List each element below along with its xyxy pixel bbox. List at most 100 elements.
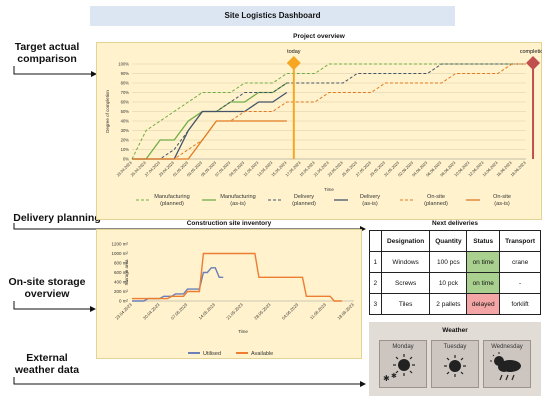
project-overview-chart: 0%10%20%30%40%50%60%70%80%90%100%23.04.2… <box>105 49 542 207</box>
side-label-weather: External weather data <box>4 352 90 376</box>
side-label-storage: On-site storage overview <box>4 276 90 300</box>
project-overview-panel <box>96 42 542 220</box>
legend-label-available: Available <box>251 351 273 357</box>
y-tick-label: 0% <box>123 157 129 162</box>
x-tick-label: 18.06.2023 <box>509 160 526 177</box>
y-tick-label: 1200 m² <box>111 242 128 247</box>
weather-day-wednesday[interactable]: Wednesday <box>483 340 531 388</box>
col-header-no <box>369 230 382 252</box>
svg-text:✱: ✱ <box>391 372 397 380</box>
y-tick-label: 20% <box>121 138 130 143</box>
row-designation: Tiles <box>380 293 431 315</box>
row-designation: Windows <box>380 251 431 273</box>
legend-label-del_planned: (planned) <box>292 201 316 207</box>
series-line-ons_planned <box>132 63 526 160</box>
row-number: 2 <box>369 272 382 294</box>
sun-icon <box>444 355 466 377</box>
arrow-target <box>13 66 97 77</box>
side-label-weather-line1: External <box>26 352 68 364</box>
weather-panel: Weather Monday ✱ ✱ Tuesday <box>369 322 541 396</box>
x-tick-label: 21.05.2023 <box>225 302 244 321</box>
weather-title: Weather <box>442 327 468 334</box>
dashboard-title: Site Logistics Dashboard <box>90 6 455 26</box>
legend-label-mfg_asis: (as-is) <box>230 201 246 207</box>
series-line-del_planned <box>132 63 526 160</box>
inventory-title: Construction site inventory <box>186 220 272 227</box>
side-label-delivery: Delivery planning <box>13 212 101 224</box>
legend-label-mfg_planned: Manufacturing <box>154 194 189 200</box>
x-tick-label: 04.06.2023 <box>281 302 300 321</box>
side-label-storage-line1: On-site storage <box>8 276 86 288</box>
arrow-storage <box>13 301 96 312</box>
weather-day-tuesday[interactable]: Tuesday <box>431 340 479 388</box>
x-tick-label: 14.05.2023 <box>198 302 217 321</box>
legend-label-ons_planned: (planned) <box>424 201 448 207</box>
weather-day-name: Tuesday <box>443 344 467 350</box>
y-tick-label: 10% <box>121 147 130 152</box>
deliveries-title: Next deliveries <box>432 220 478 227</box>
inventory-chart: 0 m² 200 m² 400 m² 600 m² 800 m² 1000 m² 1200 … <box>111 242 355 358</box>
x-tick-label: 30.04.2023 <box>142 302 161 321</box>
y-tick-label: 0 m² <box>119 299 129 304</box>
table-row[interactable]: 1 Windows 100 pcs on time crane <box>369 251 541 273</box>
legend-label-ons_planned: On-site <box>427 194 445 200</box>
legend-label-del_planned: Delivery <box>294 194 314 200</box>
series-line-mfg_planned <box>131 63 526 160</box>
row-number: 1 <box>369 251 382 273</box>
side-label-target: Target actual comparison <box>4 41 90 65</box>
sun-snow-icon: ✱ ✱ <box>383 354 415 383</box>
y-tick-label: 1000 m² <box>111 251 128 256</box>
today-marker-diamond <box>286 56 301 70</box>
y-tick-label: 40% <box>121 119 130 124</box>
legend-label-ons_asis: On-site <box>493 194 511 200</box>
y-axis-label: Degree of completion <box>105 90 110 133</box>
row-status: on time <box>466 272 501 294</box>
row-status: delayed <box>466 293 501 315</box>
weather-day-monday[interactable]: Monday ✱ ✱ <box>379 340 427 388</box>
series-line-ons_asis <box>132 120 287 160</box>
y-tick-label: 50% <box>121 109 130 114</box>
y-tick-label: 100% <box>118 62 129 67</box>
row-status: on time <box>466 251 501 273</box>
row-quantity: 2 pallets <box>429 293 468 315</box>
col-header-designation: Designation <box>380 230 431 252</box>
legend-label-utilised: Utilised <box>203 351 221 357</box>
y-tick-label: 60% <box>121 100 130 105</box>
series-line-del_asis <box>132 91 288 160</box>
side-label-target-line1: Target actual <box>14 41 80 53</box>
col-header-transport: Transport <box>499 230 541 252</box>
x-tick-label: 07.05.2023 <box>170 302 189 321</box>
x-tick-label: 11.06.2023 <box>309 302 328 321</box>
today-marker-label: today <box>287 49 301 55</box>
series-line-available <box>132 252 343 302</box>
table-row[interactable]: 3 Tiles 2 pallets delayed forklift <box>369 293 541 315</box>
y-tick-label: 90% <box>121 71 130 76</box>
y-tick-label: 800 m² <box>114 261 129 266</box>
legend-label-del_asis: Delivery <box>360 194 380 200</box>
y-axis-label: Storage area <box>124 259 129 286</box>
side-label-storage-line2: overview <box>24 288 70 300</box>
row-number: 3 <box>369 293 382 315</box>
side-label-target-line2: comparison <box>17 53 77 65</box>
y-tick-label: 30% <box>121 128 130 133</box>
deliveries-table: Designation Quantity Status Transport 1 … <box>369 230 541 315</box>
project-overview-title: Project overview <box>293 33 345 40</box>
y-tick-label: 200 m² <box>114 289 129 294</box>
legend-label-mfg_planned: (planned) <box>160 201 184 207</box>
table-row[interactable]: 2 Screws 10 pck on time - <box>369 272 541 294</box>
side-label-weather-line2: weather data <box>14 364 80 376</box>
arrow-weather <box>13 377 366 387</box>
y-tick-label: 70% <box>121 90 130 95</box>
legend-label-ons_asis: (as-is) <box>494 201 510 207</box>
weather-day-name: Monday <box>392 344 414 350</box>
y-tick-label: 600 m² <box>114 270 129 275</box>
row-designation: Screws <box>380 272 431 294</box>
x-tick-label: 28.05.2023 <box>253 302 272 321</box>
x-axis-label: Time <box>238 329 248 334</box>
x-tick-label: 23.04.2023 <box>114 302 133 321</box>
row-transport: - <box>499 272 541 294</box>
y-tick-label: 400 m² <box>114 280 129 285</box>
cloud-rain-icon <box>490 352 521 381</box>
col-header-status: Status <box>466 230 501 252</box>
y-tick-label: 80% <box>121 81 130 86</box>
